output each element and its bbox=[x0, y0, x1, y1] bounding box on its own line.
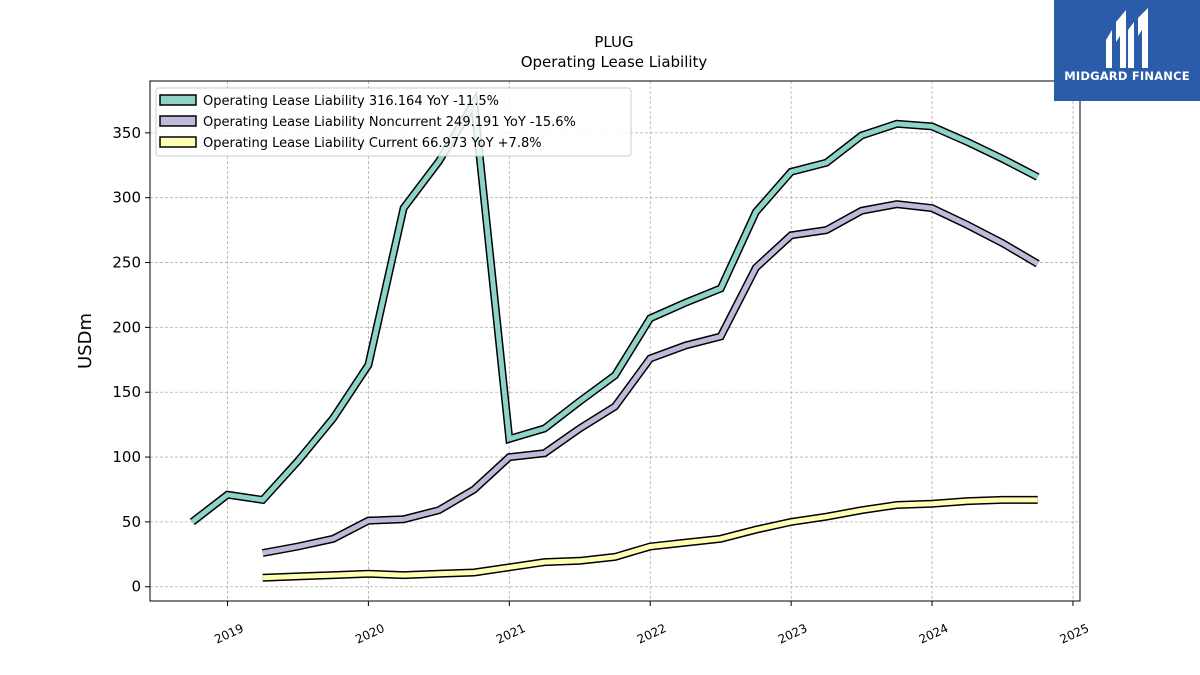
legend-swatch bbox=[159, 115, 197, 127]
x-tick-label: 2023 bbox=[776, 621, 810, 647]
series-layer bbox=[189, 90, 1040, 582]
legend-entry-label: Operating Lease Liability Noncurrent 249… bbox=[203, 115, 576, 130]
y-tick-label: 350 bbox=[112, 124, 141, 142]
grid bbox=[150, 81, 1080, 601]
legend-box bbox=[155, 87, 632, 157]
y-tick-label: 0 bbox=[131, 578, 141, 596]
y-tick-label: 150 bbox=[112, 383, 141, 401]
chart-subtitle: Operating Lease Liability bbox=[521, 53, 708, 71]
x-tick-label: 2022 bbox=[635, 621, 669, 647]
legend-swatch bbox=[159, 136, 197, 148]
y-axis-label: USDm bbox=[75, 313, 96, 369]
x-tick-label: 2025 bbox=[1058, 621, 1092, 647]
legend-entry-label: Operating Lease Liability Current 66.973… bbox=[203, 136, 542, 151]
series-line bbox=[262, 497, 1038, 581]
logo-text: MIDGARD FINANCE bbox=[1064, 69, 1190, 83]
y-tick-label: 50 bbox=[122, 513, 141, 531]
x-tick-label: 2024 bbox=[917, 621, 951, 647]
midgard-logo-icon bbox=[1106, 8, 1148, 68]
y-tick-label: 250 bbox=[112, 254, 141, 272]
plot-frame bbox=[149, 80, 1081, 602]
chart-title: PLUG bbox=[594, 33, 633, 51]
midgard-finance-logo: MIDGARD FINANCE bbox=[1054, 0, 1200, 101]
series-line-outline bbox=[189, 90, 1040, 526]
x-tick-label: 2020 bbox=[353, 621, 387, 647]
legend-entry-label: Operating Lease Liability 316.164 YoY -1… bbox=[203, 94, 499, 109]
series-1 bbox=[189, 90, 1040, 526]
series-3 bbox=[262, 495, 1038, 582]
series-2 bbox=[261, 200, 1040, 557]
y-tick-label: 200 bbox=[112, 318, 141, 336]
y-tick-label: 300 bbox=[112, 189, 141, 207]
legend: Operating Lease Liability 316.164 YoY -1… bbox=[155, 87, 632, 157]
series-line bbox=[190, 95, 1039, 524]
y-tick-label: 100 bbox=[112, 448, 141, 466]
legend-swatch bbox=[159, 94, 197, 106]
x-tick-label: 2019 bbox=[212, 621, 246, 647]
x-tick-label: 2021 bbox=[494, 621, 528, 647]
series-line bbox=[262, 201, 1039, 556]
